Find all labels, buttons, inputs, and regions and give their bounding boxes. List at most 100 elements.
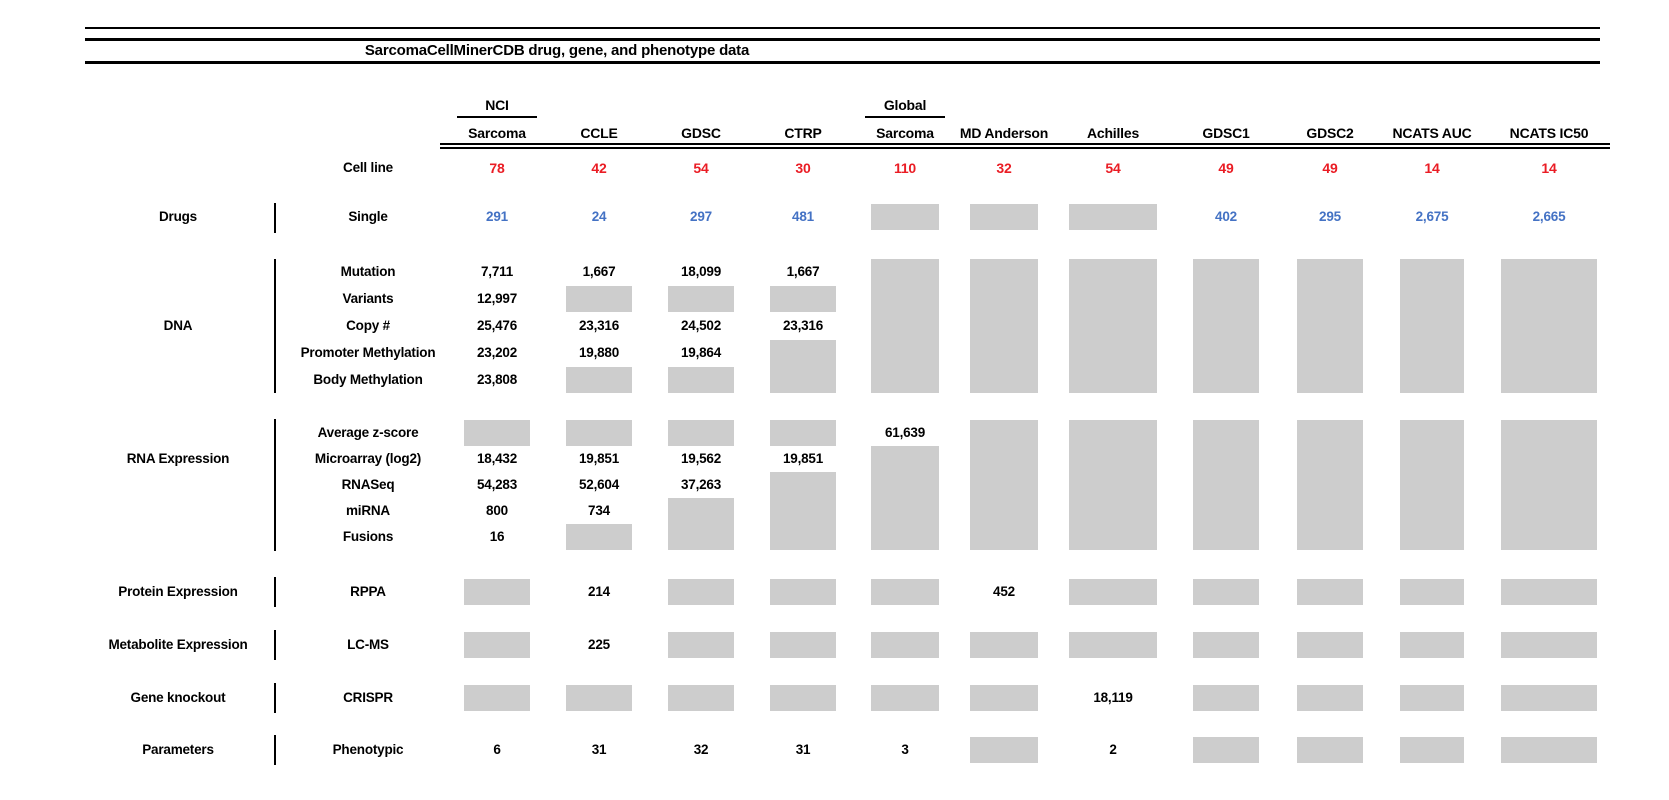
data-block bbox=[1501, 420, 1597, 550]
column-header: NCATS AUC bbox=[1392, 125, 1472, 141]
value-cell: 402 bbox=[1215, 209, 1237, 224]
cell-line-count: 54 bbox=[693, 160, 709, 176]
cell-line-count: 14 bbox=[1424, 160, 1440, 176]
section-category-label: Parameters bbox=[142, 742, 214, 757]
data-block bbox=[871, 632, 939, 658]
cell-line-count: 32 bbox=[996, 160, 1012, 176]
value-cell: 32 bbox=[693, 742, 709, 757]
section-category-label: Protein Expression bbox=[118, 584, 238, 599]
column-header: NCATS IC50 bbox=[1509, 125, 1589, 141]
section-category-label: RNA Expression bbox=[126, 451, 230, 466]
data-block bbox=[1193, 259, 1259, 393]
data-block bbox=[566, 286, 632, 312]
value-cell: 19,562 bbox=[680, 451, 722, 466]
header-double-rule bbox=[440, 143, 1610, 149]
data-block bbox=[1297, 420, 1363, 550]
data-block bbox=[770, 632, 836, 658]
value-cell: 12,997 bbox=[476, 291, 518, 306]
data-block bbox=[1400, 579, 1464, 605]
section-category-label: DNA bbox=[163, 318, 193, 333]
value-cell: 25,476 bbox=[476, 318, 518, 333]
cell-line-count: 110 bbox=[894, 160, 916, 176]
section-divider-line bbox=[274, 419, 276, 551]
cell-line-label: Cell line bbox=[343, 160, 393, 175]
data-block bbox=[464, 685, 530, 711]
data-block bbox=[1069, 259, 1157, 393]
data-block bbox=[1193, 632, 1259, 658]
data-block bbox=[970, 737, 1038, 763]
column-header: GDSC2 bbox=[1306, 125, 1354, 141]
section-divider-line bbox=[274, 630, 276, 660]
value-cell: 3 bbox=[901, 742, 909, 757]
value-cell: 452 bbox=[993, 584, 1015, 599]
data-block bbox=[1400, 420, 1464, 550]
value-cell: 23,316 bbox=[578, 318, 620, 333]
data-block bbox=[770, 340, 836, 393]
data-block bbox=[1193, 579, 1259, 605]
data-block bbox=[1069, 632, 1157, 658]
value-cell: 1,667 bbox=[786, 264, 820, 279]
column-group-underline bbox=[457, 116, 537, 118]
data-block bbox=[970, 420, 1038, 550]
column-header: Sarcoma bbox=[468, 125, 526, 141]
data-block bbox=[1069, 579, 1157, 605]
cell-line-count: 14 bbox=[1541, 160, 1557, 176]
data-block bbox=[770, 685, 836, 711]
column-group-label: NCI bbox=[485, 97, 509, 113]
cell-line-count: 49 bbox=[1322, 160, 1338, 176]
value-cell: 214 bbox=[588, 584, 610, 599]
data-block bbox=[464, 420, 530, 446]
row-label: Promoter Methylation bbox=[300, 345, 436, 360]
value-cell: 23,316 bbox=[782, 318, 824, 333]
row-label: Variants bbox=[342, 291, 394, 306]
data-block bbox=[1297, 579, 1363, 605]
row-label: Average z-score bbox=[317, 425, 419, 440]
data-block bbox=[871, 446, 939, 550]
data-block bbox=[871, 204, 939, 230]
data-block bbox=[566, 367, 632, 393]
value-cell: 61,639 bbox=[884, 425, 926, 440]
title-rule-top-thick bbox=[85, 38, 1600, 41]
data-block bbox=[1297, 632, 1363, 658]
value-cell: 54,283 bbox=[476, 477, 518, 492]
value-cell: 23,202 bbox=[476, 345, 518, 360]
data-block bbox=[566, 524, 632, 550]
row-label: Mutation bbox=[340, 264, 396, 279]
data-block bbox=[1297, 685, 1363, 711]
data-block bbox=[1501, 737, 1597, 763]
data-block bbox=[1400, 737, 1464, 763]
row-label: CRISPR bbox=[343, 690, 393, 705]
column-header: CCLE bbox=[580, 125, 618, 141]
data-block bbox=[970, 632, 1038, 658]
data-block bbox=[668, 367, 734, 393]
data-block bbox=[1400, 632, 1464, 658]
data-block bbox=[770, 579, 836, 605]
value-cell: 18,432 bbox=[476, 451, 518, 466]
column-group-underline bbox=[865, 116, 945, 118]
value-cell: 24 bbox=[591, 209, 607, 224]
row-label: Single bbox=[348, 209, 388, 224]
data-block bbox=[871, 259, 939, 393]
data-block bbox=[1501, 632, 1597, 658]
column-header: MD Anderson bbox=[959, 125, 1049, 141]
data-block bbox=[1297, 737, 1363, 763]
column-header: GDSC bbox=[681, 125, 721, 141]
title-rule-top-thin bbox=[85, 27, 1600, 29]
row-label: Fusions bbox=[342, 529, 394, 544]
data-block bbox=[970, 259, 1038, 393]
title-rule-bottom-thick bbox=[85, 61, 1600, 64]
column-group-label: Global bbox=[883, 97, 927, 113]
data-block bbox=[464, 632, 530, 658]
data-block bbox=[1501, 259, 1597, 393]
row-label: Copy # bbox=[346, 318, 390, 333]
row-label: RNASeq bbox=[341, 477, 395, 492]
data-block bbox=[1400, 685, 1464, 711]
data-block bbox=[668, 420, 734, 446]
section-category-label: Gene knockout bbox=[130, 690, 226, 705]
value-cell: 291 bbox=[486, 209, 508, 224]
data-block bbox=[1193, 420, 1259, 550]
value-cell: 297 bbox=[690, 209, 712, 224]
value-cell: 734 bbox=[588, 503, 610, 518]
cell-line-count: 49 bbox=[1218, 160, 1234, 176]
